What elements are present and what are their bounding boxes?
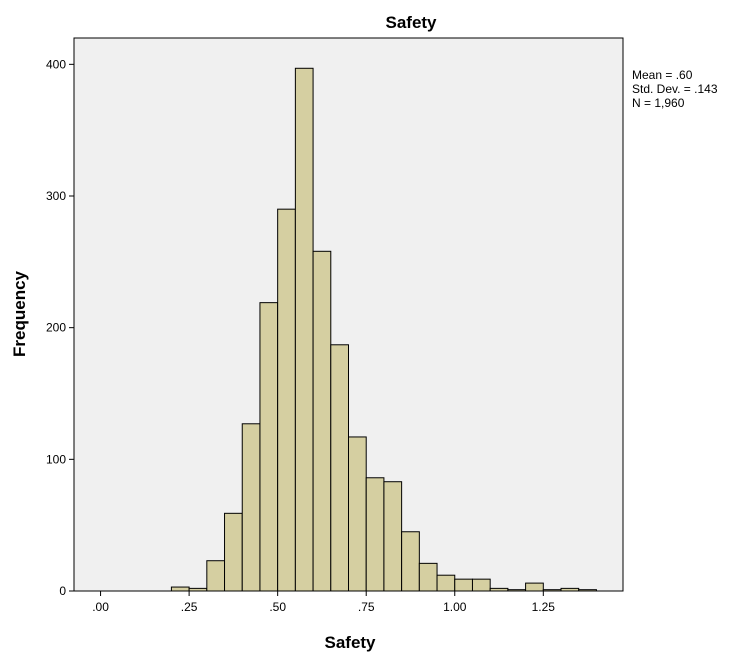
histogram-bar — [454, 578, 473, 592]
histogram-bar — [560, 587, 580, 592]
histogram-bar — [542, 589, 562, 592]
x-tick-label: .25 — [181, 600, 198, 614]
histogram-bar — [312, 250, 332, 592]
x-tick-label: .50 — [269, 600, 286, 614]
x-tick-label: 1.00 — [443, 600, 467, 614]
stats-box: Mean = .60 Std. Dev. = .143 N = 1,960 — [632, 68, 718, 110]
histogram-bar — [206, 560, 226, 592]
histogram-bar — [259, 302, 279, 592]
bars-group — [170, 67, 597, 592]
x-tick-label: 1.25 — [532, 600, 556, 614]
y-tick-label: 200 — [46, 321, 66, 335]
histogram-bar — [489, 587, 509, 592]
histogram-bar — [525, 582, 544, 592]
x-tick-label: .75 — [358, 600, 375, 614]
histogram-bar — [507, 589, 527, 592]
y-tick-label: 0 — [59, 584, 66, 598]
y-axis-label: Frequency — [10, 270, 29, 357]
histogram-bar — [578, 589, 597, 592]
x-tick-label: .00 — [92, 600, 109, 614]
x-axis: .00 .25 .50 .75 1.00 1.25 — [92, 591, 555, 614]
stat-n: N = 1,960 — [632, 96, 685, 110]
histogram-bar — [241, 423, 261, 592]
histogram-bar — [436, 574, 456, 592]
histogram-bar — [401, 531, 420, 592]
histogram-bar — [224, 512, 243, 592]
histogram-bar — [365, 477, 385, 592]
histogram-bar — [330, 344, 349, 592]
histogram-bar — [188, 587, 208, 592]
y-tick-label: 400 — [46, 57, 66, 71]
x-axis-label: Safety — [324, 633, 376, 652]
histogram-bar — [348, 436, 367, 592]
histogram-bar — [277, 208, 296, 592]
stat-std-dev: Std. Dev. = .143 — [632, 82, 718, 96]
stat-mean: Mean = .60 — [632, 68, 693, 82]
y-tick-label: 100 — [46, 452, 66, 466]
histogram-bar — [418, 562, 438, 592]
y-axis: 0 100 200 300 400 — [46, 57, 74, 598]
histogram-bar — [170, 586, 190, 592]
chart-title: Safety — [385, 13, 437, 32]
y-tick-label: 300 — [46, 189, 66, 203]
histogram-bar — [294, 67, 314, 592]
histogram-bar — [471, 578, 491, 592]
histogram-bar — [383, 481, 403, 592]
